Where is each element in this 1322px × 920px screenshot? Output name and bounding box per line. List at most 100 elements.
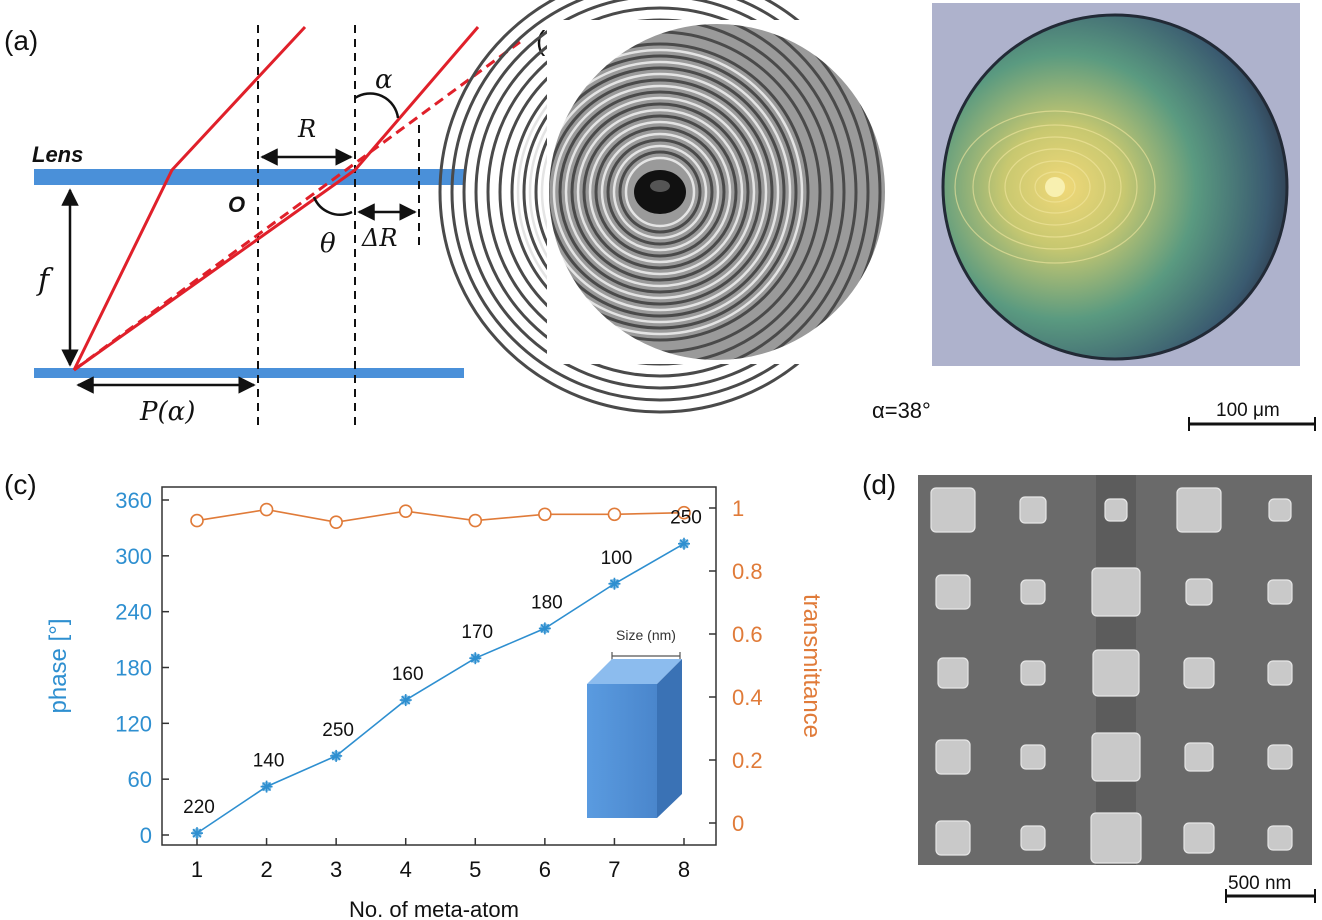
star-stroke [262, 782, 272, 792]
transmittance-point [259, 502, 274, 517]
y-axis-right: 0 0.2 0.4 0.6 0.8 1 [709, 496, 763, 836]
phase-point [538, 622, 551, 635]
transmittance-point [398, 504, 413, 518]
theta-label: θ [320, 229, 336, 259]
ray-left [72, 25, 307, 371]
data-annotation: 170 [461, 622, 493, 643]
phase-point [191, 827, 203, 840]
sem-pillar [935, 739, 971, 775]
panel-d: (d) 500 nm [862, 469, 1316, 903]
phase-point [330, 749, 343, 762]
sem-pillar [1020, 825, 1046, 851]
data-annotation: 250 [670, 508, 702, 529]
sem-pillar [935, 820, 971, 856]
y-tick-label: 180 [115, 656, 152, 681]
y2-tick-label: 0.2 [732, 748, 763, 773]
sem-pillar [1020, 579, 1046, 605]
y-tick-label: 240 [115, 600, 152, 625]
transmittance-point [329, 515, 343, 529]
theta-arc [312, 196, 353, 216]
chart-series: 220 140 250 160 170 180 100 250 [183, 502, 702, 840]
transmittance-point [468, 513, 483, 528]
sem-pillar [1267, 744, 1293, 770]
ray-dashed [73, 40, 521, 372]
data-annotation: 180 [531, 592, 563, 613]
y-tick-label: 360 [115, 488, 152, 513]
sem-pillar [1183, 822, 1215, 854]
x-tick-label: 4 [400, 857, 412, 882]
x-tick-label: 8 [678, 857, 690, 882]
sem-pillar [935, 574, 971, 610]
panel-b: (b) [438, 0, 1316, 431]
meta-atom-inset: Size (nm) [587, 627, 682, 818]
star-stroke [401, 695, 411, 705]
y-axis-left: 0 60 120 180 240 300 360 [115, 488, 169, 848]
data-annotation: 250 [322, 720, 354, 741]
sem-pillar [1091, 567, 1141, 617]
panel-d-label: (d) [862, 469, 896, 500]
x-tick-label: 7 [608, 857, 620, 882]
scale-label-b: 100 μm [1216, 400, 1280, 421]
y2-tick-label: 0 [732, 811, 744, 836]
sem-pillar [1267, 825, 1293, 851]
y-tick-label: 120 [115, 711, 152, 736]
transmittance-point [607, 507, 622, 522]
sem-pillar [1019, 496, 1047, 524]
sem-pillar [1183, 657, 1215, 689]
origin-label: O [228, 192, 245, 217]
y2-tick-label: 0.6 [732, 622, 763, 647]
phase-point [399, 694, 412, 707]
p-label: P(α) [139, 397, 195, 427]
x-tick-label: 2 [260, 857, 272, 882]
star-stroke [609, 579, 619, 589]
phase-point [678, 537, 690, 550]
sem-pillar [1104, 498, 1128, 522]
sem-pillars [930, 487, 1293, 864]
plot-frame [161, 486, 717, 846]
sem-pillar [1090, 812, 1142, 864]
phase-point [608, 577, 621, 590]
sem-pillar [1176, 487, 1222, 533]
sem-pillar [1091, 732, 1141, 782]
y2-tick-label: 0.4 [732, 685, 763, 710]
sem-pillar [1267, 579, 1293, 605]
sem-pillar [1020, 660, 1046, 686]
sem-pillar [930, 487, 976, 533]
x-axis: 1 2 3 4 5 6 7 8 [191, 838, 690, 882]
y-tick-label: 60 [128, 767, 152, 792]
simulated-phase-image [438, 0, 889, 414]
sem-pillar [1020, 744, 1046, 770]
sem-pillar [1184, 742, 1214, 772]
star-stroke [679, 539, 689, 549]
data-annotation: 140 [253, 751, 285, 772]
angle-label: α=38° [872, 398, 931, 423]
data-annotation: 100 [601, 548, 633, 569]
x-tick-label: 1 [191, 857, 203, 882]
star-stroke [470, 653, 480, 663]
panel-a: (a) Lens O f R α θ ΔR P(α) [4, 25, 521, 428]
y-tick-label: 0 [140, 823, 152, 848]
y-axis-label: phase [°] [45, 619, 72, 714]
inset-label: Size (nm) [616, 627, 676, 643]
x-tick-label: 3 [330, 857, 342, 882]
star-stroke [192, 828, 202, 838]
transmittance-point [677, 505, 691, 520]
transmittance-point [538, 507, 552, 522]
y2-tick-label: 1 [732, 496, 744, 521]
sem-pillar [1092, 649, 1140, 697]
phase-point [469, 652, 482, 665]
focal-plane [34, 368, 464, 378]
sem-pillar [1268, 498, 1292, 522]
y2-tick-label: 0.8 [732, 559, 763, 584]
x-axis-label: No. of meta-atom [349, 897, 519, 920]
transmittance-line [196, 508, 685, 523]
r-label: R [297, 115, 316, 143]
y-tick-label: 300 [115, 544, 152, 569]
data-annotation: 220 [183, 797, 215, 818]
data-annotation: 160 [392, 664, 424, 685]
sem-pillar [937, 657, 969, 689]
focal-label: f [36, 263, 54, 298]
alpha-arc [354, 92, 400, 119]
sem-pillar [1185, 578, 1213, 606]
